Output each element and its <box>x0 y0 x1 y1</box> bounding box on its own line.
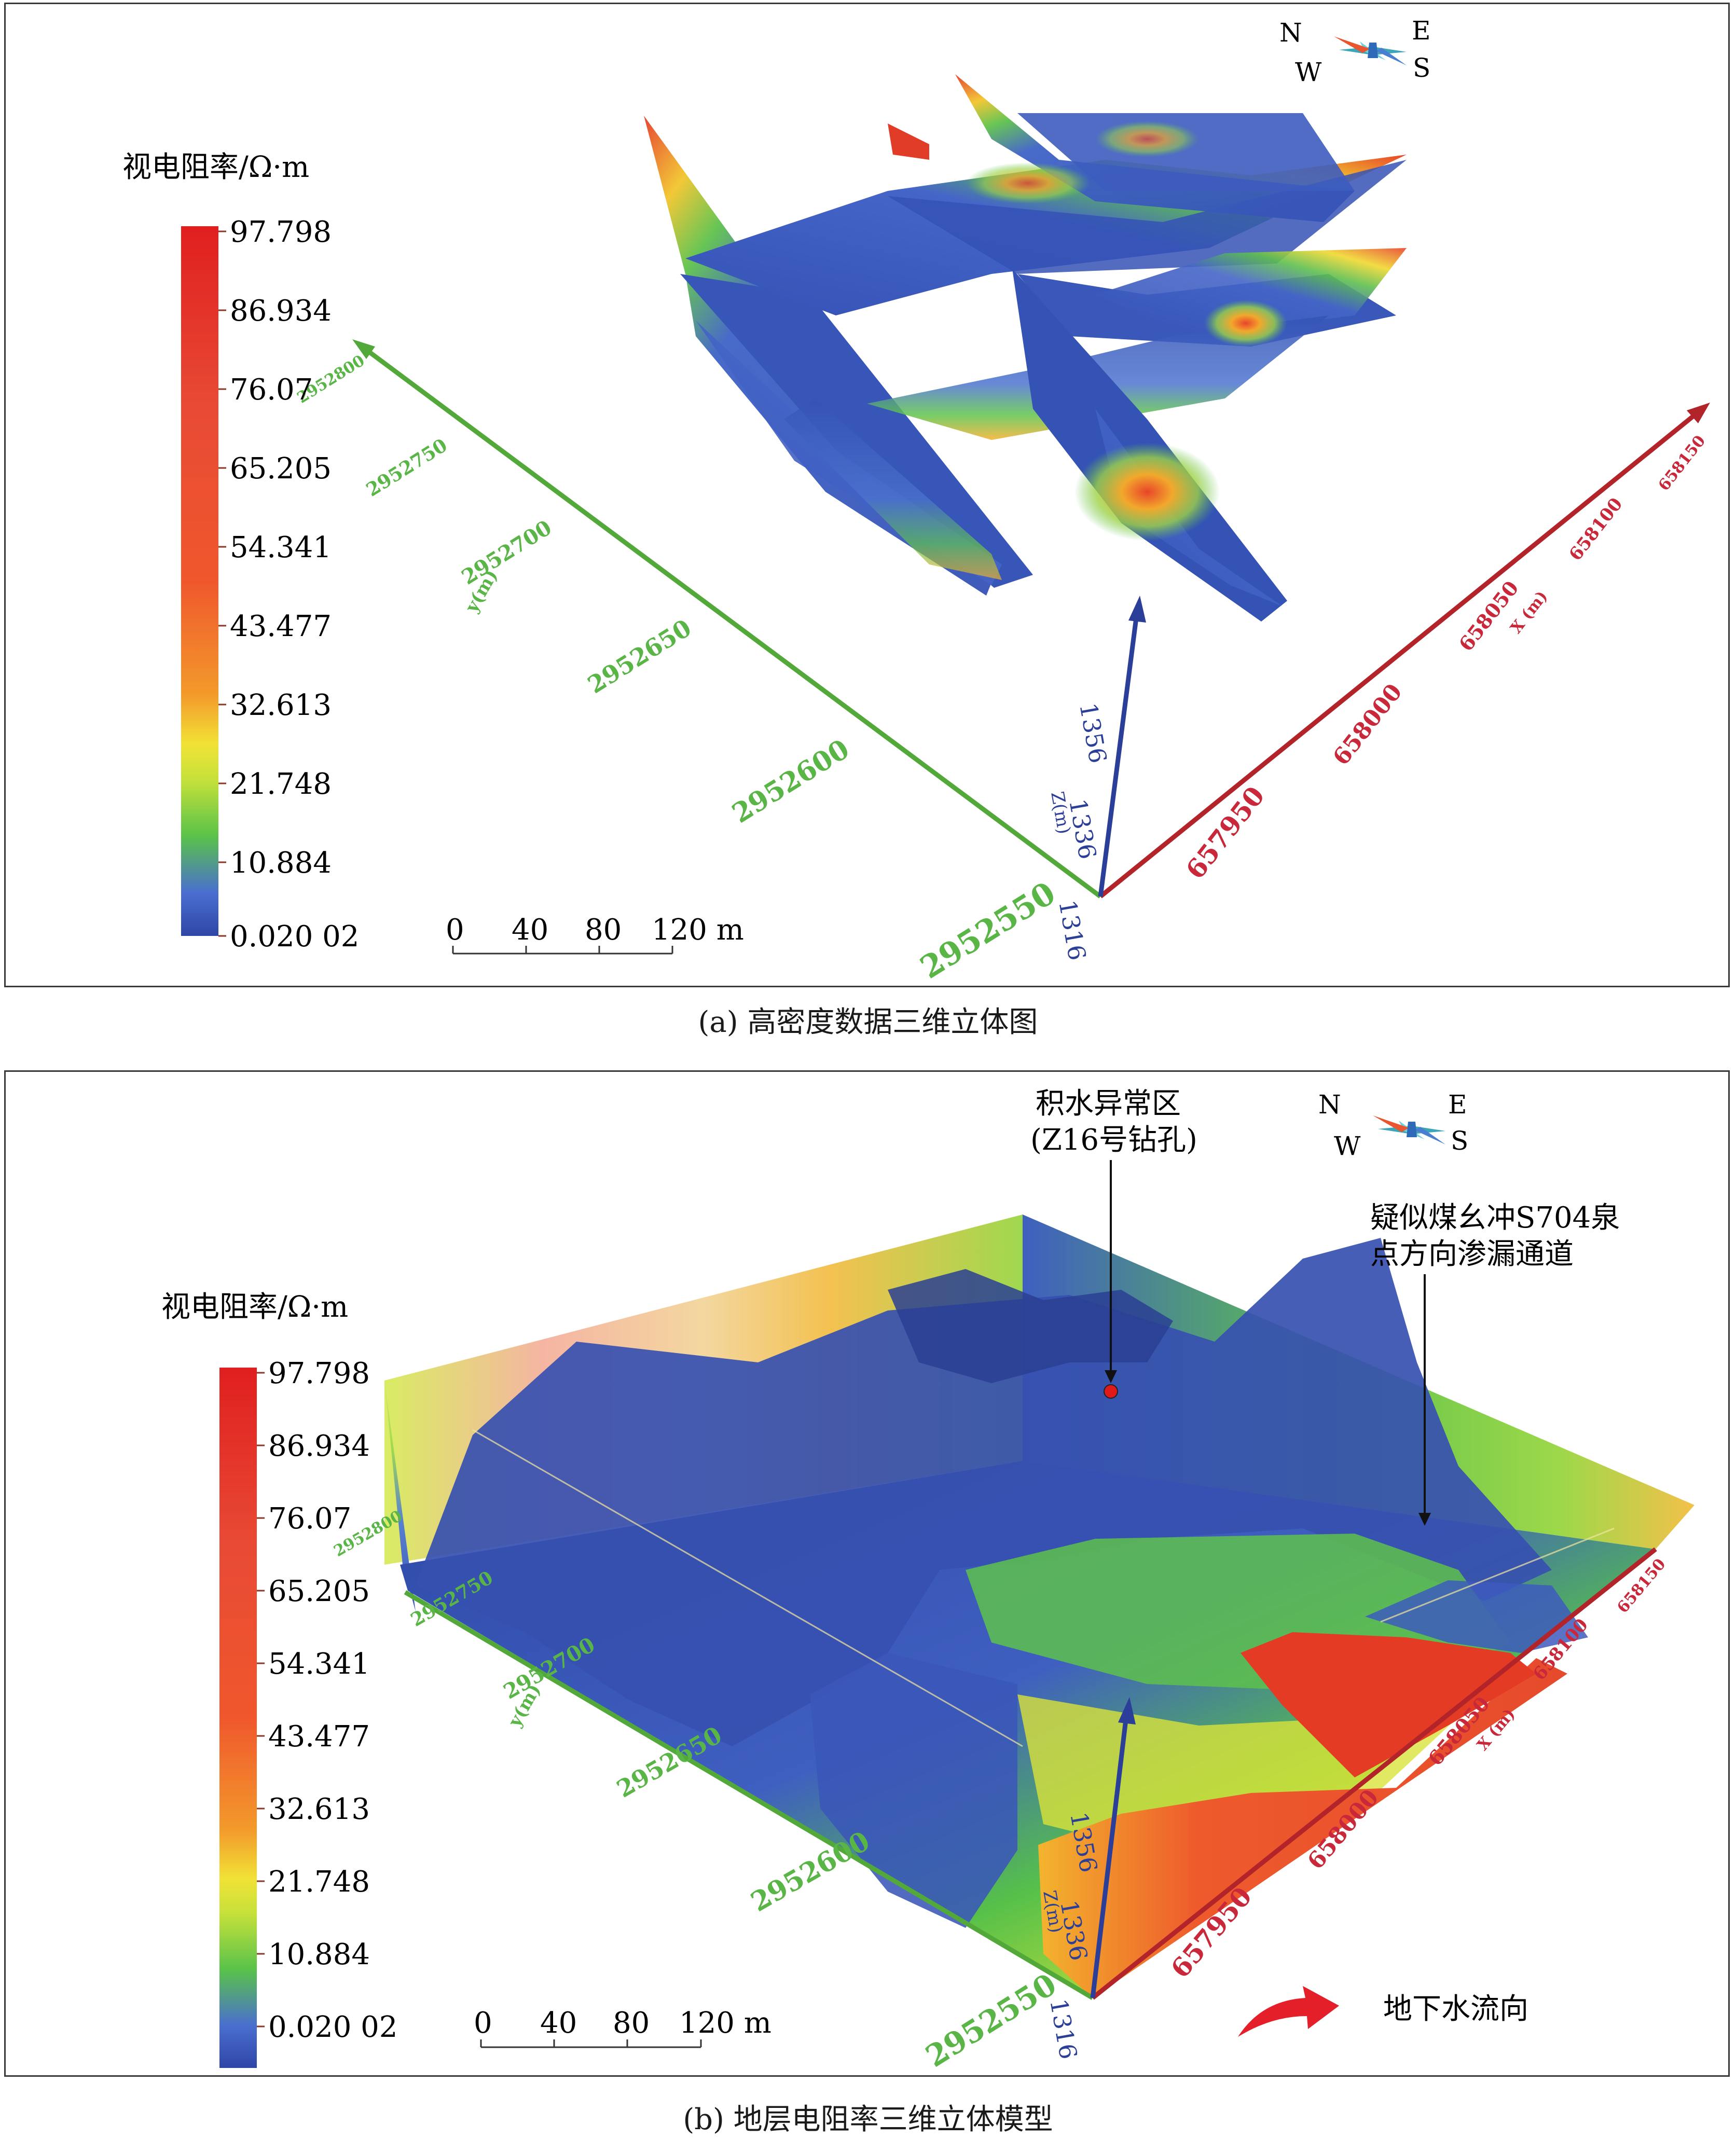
compass-n: N <box>1318 1089 1341 1120</box>
scale-bar: 0 40 80 120 m <box>474 2006 771 2048</box>
legend-tick: 21.748 <box>230 767 332 801</box>
legend-tick: 65.205 <box>230 452 332 486</box>
legend-tick: 97.798 <box>268 1357 370 1390</box>
compass-n: N <box>1279 18 1302 48</box>
color-legend: 视电阻率/Ω·m 97.798 86.934 76.07 65.205 54.3… <box>161 1290 397 2068</box>
y-tick-2952550: 2952550 <box>914 875 1062 986</box>
legend-tick: 76.07 <box>230 373 313 407</box>
z-tick-1316: 1316 <box>1053 898 1092 963</box>
blue-body-left-lobe <box>810 1653 1017 1928</box>
compass-e: E <box>1448 1089 1467 1120</box>
panel-a-canvas: 2952800 2952750 2952700 2952650 2952600 … <box>122 16 1710 986</box>
flow-label: 地下水流向 <box>1383 1992 1528 2026</box>
legend-title: 视电阻率/Ω·m <box>161 1290 348 1324</box>
seepage-label-line1: 疑似煤幺冲S704泉 <box>1370 1201 1620 1235</box>
y-axis <box>352 339 1102 899</box>
legend-tick: 32.613 <box>230 688 332 722</box>
scale-label: 40 <box>512 913 548 947</box>
z-axis <box>1098 596 1146 897</box>
caption-b: (b) 地层电阻率三维立体模型 <box>683 2103 1053 2136</box>
groundwater-flow-arrow-icon: 地下水流向 <box>1238 1986 1528 2037</box>
model-left-wall <box>384 1381 416 1611</box>
x-tick-658000: 658000 <box>1328 679 1407 770</box>
compass-s: S <box>1451 1126 1468 1156</box>
z-tick-1316: 1316 <box>1044 1997 1083 2062</box>
y-tick-2952600: 2952600 <box>727 733 855 830</box>
legend-tick: 54.341 <box>268 1647 370 1681</box>
anomaly-label-line1: 积水异常区 <box>1036 1087 1181 1121</box>
caption-a: (a) 高密度数据三维立体图 <box>698 1005 1038 1039</box>
legend-title: 视电阻率/Ω·m <box>122 150 309 184</box>
legend-tick: 97.798 <box>230 215 332 249</box>
compass-e: E <box>1412 16 1431 46</box>
scale-label: 40 <box>540 2006 577 2040</box>
legend-tick: 86.934 <box>230 294 332 328</box>
scale-label: 120 m <box>679 2006 771 2040</box>
panel-a-3d-point-cloud: 2952800 2952750 2952700 2952650 2952600 … <box>4 3 1730 987</box>
y-tick-2952750: 2952750 <box>363 434 451 501</box>
scale-label: 80 <box>613 2006 650 2040</box>
resistivity-point-cloud <box>644 74 1407 622</box>
legend-tick: 86.934 <box>268 1429 370 1463</box>
blue-body-main <box>416 1238 1552 1746</box>
compass-s: S <box>1413 53 1430 83</box>
legend-tick: 32.613 <box>268 1792 370 1826</box>
color-legend: 视电阻率/Ω·m 97.798 86.934 76.07 65.205 54.3… <box>122 150 359 954</box>
legend-tick: 43.477 <box>230 610 332 643</box>
compass-w: W <box>1334 1131 1361 1161</box>
z-tick-1356: 1356 <box>1074 701 1112 766</box>
borehole-z16-marker <box>1104 1384 1118 1399</box>
legend-tick: 43.477 <box>268 1720 370 1754</box>
legend-tick-labels: 97.798 86.934 76.07 65.205 54.341 43.477… <box>268 1357 397 2044</box>
compass-w: W <box>1295 57 1322 87</box>
blue-body-ridge <box>888 1269 1173 1383</box>
color-bar <box>219 1368 257 2068</box>
x-tick-658050: 658050 <box>1454 576 1523 656</box>
legend-tick: 10.884 <box>268 1938 370 1971</box>
legend-tick-labels: 97.798 86.934 76.07 65.205 54.341 43.477… <box>230 215 359 954</box>
legend-tick: 65.205 <box>268 1575 370 1608</box>
legend-tick: 0.020 02 <box>268 2010 397 2044</box>
y-tick-2952600: 2952600 <box>746 1825 875 1918</box>
z-axis-tick-labels: 1356 1336 1316 Z(m) <box>1046 701 1112 963</box>
compass-icon: N E W S <box>1318 1089 1468 1161</box>
compass-icon: N E W S <box>1279 16 1431 87</box>
scale-label: 0 <box>446 913 464 947</box>
y-tick-2952700: 2952700 <box>457 515 556 589</box>
legend-tick: 54.341 <box>230 531 332 564</box>
legend-tick: 21.748 <box>268 1865 370 1899</box>
anomaly-label-line2: (Z16号钻孔) <box>1030 1123 1197 1157</box>
scale-label: 80 <box>585 913 622 947</box>
scale-bar: 0 40 80 120 m <box>446 913 744 955</box>
y-tick-2952550: 2952550 <box>919 1967 1063 2074</box>
red-right-zone <box>1241 1632 1536 1777</box>
model-grid-line <box>1380 1527 1615 1623</box>
model-grid-line <box>472 1429 1023 1747</box>
color-bar <box>181 226 218 936</box>
panel-b-3d-resistivity-model: 2952800 2952750 2952700 2952650 2952600 … <box>4 1070 1730 2077</box>
seepage-label-line2: 点方向渗漏通道 <box>1370 1237 1574 1271</box>
x-axis-tick-labels: 657950 658000 658050 658100 658150 X (m) <box>1180 432 1709 885</box>
legend-tick: 10.884 <box>230 846 332 880</box>
x-axis <box>1091 1547 1657 2000</box>
z-axis-label: Z(m) <box>1046 790 1074 836</box>
annotation-seepage-channel: 疑似煤幺冲S704泉 点方向渗漏通道 <box>1370 1201 1620 1526</box>
color-bar-ticks <box>257 1372 265 2027</box>
resistivity-volume-model <box>384 1215 1694 1998</box>
legend-tick: 76.07 <box>268 1502 351 1536</box>
panel-b-canvas: 2952800 2952750 2952700 2952650 2952600 … <box>161 1087 1694 2074</box>
annotation-water-anomaly: 积水异常区 (Z16号钻孔) <box>1030 1087 1197 1399</box>
scale-label: 0 <box>474 2006 492 2040</box>
y-axis <box>404 1590 1094 2000</box>
z-axis <box>1090 1697 1136 1998</box>
blue-side-channel <box>1365 1580 1588 1653</box>
legend-tick: 0.020 02 <box>230 920 359 954</box>
x-tick-658100: 658100 <box>1565 494 1627 564</box>
scale-label: 120 m <box>652 913 744 947</box>
y-axis-tick-labels: 2952800 2952750 2952700 2952650 2952600 … <box>294 352 1062 986</box>
x-axis <box>1099 403 1710 899</box>
y-tick-2952650: 2952650 <box>583 614 696 699</box>
color-bar-ticks <box>218 230 226 937</box>
